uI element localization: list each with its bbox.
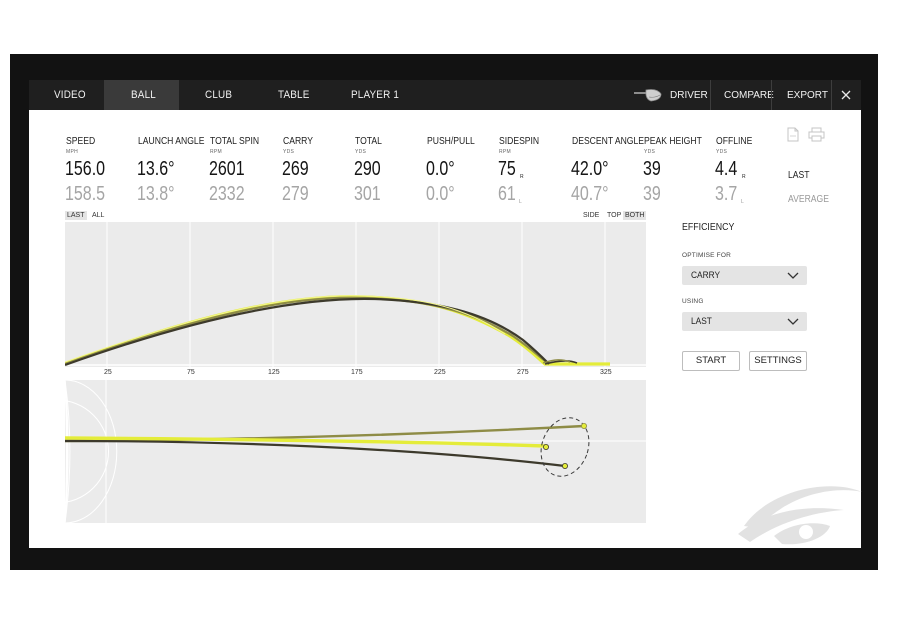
x-tick-label: 175 (351, 369, 363, 376)
metric-unit: MPH (66, 149, 79, 155)
close-icon[interactable] (841, 90, 851, 100)
tab-club[interactable]: CLUB (205, 89, 233, 101)
metric-average-value: 3.7 (715, 183, 738, 205)
metric-average-value: 279 (282, 183, 309, 205)
metric-average-direction: L (519, 199, 522, 205)
using-value: LAST (691, 316, 712, 327)
metric-average-value: 40.7° (571, 183, 609, 205)
metric-last-value: 2601 (209, 158, 245, 180)
view-side-button[interactable]: SIDE (583, 212, 600, 219)
using-label: USING (682, 298, 704, 305)
side-view-plot (65, 222, 646, 367)
optimise-label: OPTIMISE FOR (682, 252, 731, 259)
view-both-button[interactable]: BOTH (623, 211, 647, 220)
x-tick-label: 25 (104, 369, 112, 376)
metric-unit: YDS (644, 149, 656, 155)
metric-last-direction: R (742, 174, 746, 180)
metric-unit: RPM (210, 149, 223, 155)
driver-club-icon[interactable] (633, 87, 663, 103)
efficiency-title: EFFICIENCY (682, 222, 735, 233)
view-top-button[interactable]: TOP (607, 212, 622, 219)
metric-last-value: 13.6° (137, 158, 175, 180)
metric-label: SIDESPIN (499, 136, 540, 147)
using-dropdown[interactable]: LAST (682, 312, 807, 331)
optimise-value: CARRY (691, 270, 721, 281)
metric-average-value: 301 (354, 183, 381, 205)
driver-button[interactable]: DRIVER (670, 90, 708, 101)
metric-unit: YDS (283, 149, 295, 155)
export-button[interactable]: EXPORT (787, 90, 828, 101)
metric-last-value: 290 (354, 158, 381, 180)
divider (831, 80, 832, 110)
divider (771, 80, 772, 110)
metric-label: OFFLINE (716, 136, 753, 147)
metric-label: PEAK HEIGHT (644, 136, 702, 147)
tab-video[interactable]: VIDEO (54, 89, 86, 101)
x-tick-label: 325 (600, 369, 612, 376)
brand-logo-watermark (738, 486, 862, 545)
metric-label: CARRY (283, 136, 313, 147)
x-tick-label: 125 (268, 369, 280, 376)
metric-last-direction: R (520, 174, 524, 180)
top-nav-bar: VIDEO BALL CLUB TABLE PLAYER 1 DRIVER CO… (29, 80, 861, 110)
settings-button[interactable]: SETTINGS (749, 351, 807, 371)
metric-unit: RPM (499, 149, 512, 155)
top-view-plot (65, 380, 646, 523)
x-tick-label: 75 (187, 369, 195, 376)
tab-ball[interactable]: BALL (131, 89, 156, 101)
metric-average-direction: L (741, 199, 744, 205)
metric-label: SPEED (66, 136, 96, 147)
metric-average-value: 0.0° (426, 183, 455, 205)
metric-unit: YDS (355, 149, 367, 155)
metric-label: TOTAL (355, 136, 382, 147)
metric-label: LAUNCH ANGLE (138, 136, 205, 147)
x-tick-label: 275 (517, 369, 529, 376)
document-icon[interactable] (787, 127, 799, 142)
tab-player[interactable]: PLAYER 1 (351, 89, 400, 101)
metric-average-value: 2332 (209, 183, 245, 205)
top-view-trajectories (65, 380, 646, 523)
row-label-last: LAST (788, 170, 810, 181)
metric-unit: YDS (716, 149, 728, 155)
metric-last-value: 39 (643, 158, 661, 180)
metric-average-value: 61 (498, 183, 516, 205)
metric-average-value: 13.8° (137, 183, 175, 205)
compare-button[interactable]: COMPARE (724, 90, 774, 101)
optimise-dropdown[interactable]: CARRY (682, 266, 807, 285)
metric-last-value: 75 (498, 158, 516, 180)
app-window: VIDEO BALL CLUB TABLE PLAYER 1 DRIVER CO… (29, 80, 861, 548)
filter-all-button[interactable]: ALL (92, 212, 105, 219)
metric-last-value: 156.0 (65, 158, 106, 180)
metric-label: TOTAL SPIN (210, 136, 260, 147)
metric-average-value: 158.5 (65, 183, 106, 205)
metric-last-value: 4.4 (715, 158, 738, 180)
metric-average-value: 39 (643, 183, 661, 205)
x-tick-label: 225 (434, 369, 446, 376)
metric-last-value: 42.0° (571, 158, 609, 180)
tab-table[interactable]: TABLE (278, 89, 310, 101)
start-button[interactable]: START (682, 351, 740, 371)
metric-label: DESCENT ANGLE (572, 136, 645, 147)
row-label-average: AVERAGE (788, 194, 829, 205)
divider (710, 80, 711, 110)
metric-last-value: 0.0° (426, 158, 455, 180)
metric-label: PUSH/PULL (427, 136, 475, 147)
print-icon[interactable] (808, 127, 825, 142)
chevron-down-icon (787, 272, 799, 279)
filter-last-button[interactable]: LAST (65, 211, 87, 220)
side-view-trajectories (65, 222, 646, 367)
chevron-down-icon (787, 318, 799, 325)
metric-last-value: 269 (282, 158, 309, 180)
active-tab-highlight (104, 80, 179, 110)
